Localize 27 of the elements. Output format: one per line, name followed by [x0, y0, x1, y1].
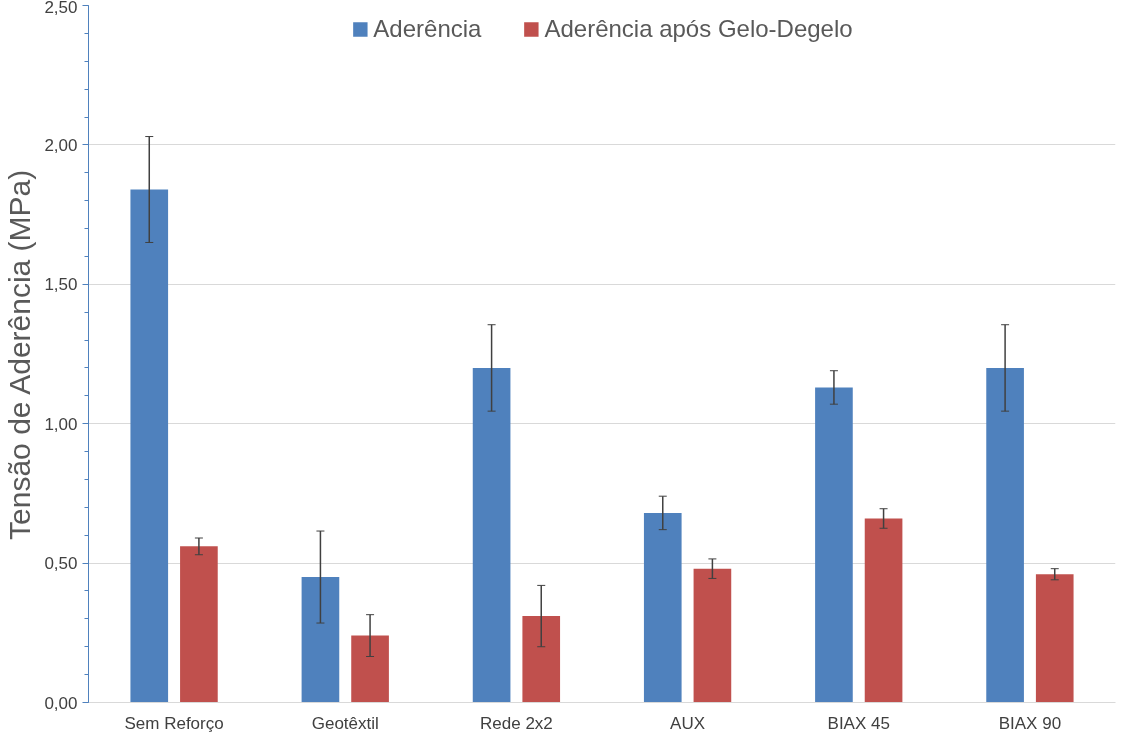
x-tick-label: Rede 2x2 — [480, 713, 553, 733]
y-tick-label: 2,00 — [44, 135, 78, 155]
bar — [130, 189, 169, 703]
legend-label: Aderência — [373, 15, 482, 43]
bar — [643, 512, 682, 703]
bar — [864, 518, 903, 703]
bar — [1035, 574, 1074, 703]
x-tick-label: AUX — [670, 713, 706, 733]
bar — [301, 577, 340, 703]
bar — [815, 387, 853, 703]
x-tick-label: BIAX 90 — [998, 713, 1062, 733]
bar — [986, 367, 1024, 703]
y-tick-label: 1,50 — [44, 275, 78, 295]
bar — [180, 546, 218, 703]
y-tick-label: 0,50 — [44, 554, 78, 574]
y-tick-label: 2,50 — [44, 0, 78, 17]
legend-label: Aderência após Gelo-Degelo — [544, 15, 853, 43]
bar — [693, 568, 732, 703]
y-tick-label: 1,00 — [44, 414, 78, 434]
y-axis-title: Tensão de Aderência (MPa) — [3, 169, 37, 540]
x-tick-label: BIAX 45 — [827, 713, 890, 733]
bar — [522, 616, 561, 703]
bar — [351, 635, 389, 703]
bar — [472, 367, 511, 703]
y-tick-label: 0,00 — [44, 693, 78, 713]
x-tick-label: Geotêxtil — [311, 713, 379, 733]
x-tick-label: Sem Reforço — [124, 713, 224, 733]
